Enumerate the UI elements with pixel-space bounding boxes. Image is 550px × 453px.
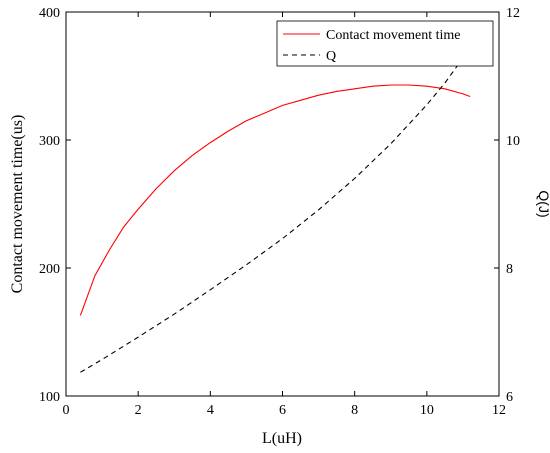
- series-layer: [79, 48, 471, 373]
- legend-label-contact-movement-time: Contact movement time: [326, 28, 461, 43]
- y-tick-label: 400: [39, 6, 60, 21]
- x-tick-label: 6: [279, 403, 286, 418]
- ticks: 0 2 4 6 8 10 12 100 200 300 400 6 8 10 12: [39, 6, 520, 418]
- x-tick-label: 0: [63, 403, 70, 418]
- legend: Contact movement time Q: [276, 20, 494, 67]
- y-right-tick-label: 10: [506, 134, 520, 149]
- y-right-axis-title: Q(J): [536, 190, 550, 217]
- x-tick-label: 4: [207, 403, 214, 418]
- x-tick-label: 10: [420, 403, 434, 418]
- x-tick-label: 8: [351, 403, 358, 418]
- y-tick-label: 100: [39, 390, 60, 405]
- legend-label-q: Q: [326, 49, 336, 64]
- x-axis-title: L(uH): [262, 430, 302, 447]
- y-right-tick-label: 8: [506, 262, 513, 277]
- y-tick-label: 300: [39, 134, 60, 149]
- plot-frame: [65, 11, 500, 397]
- legend-box: [276, 20, 494, 67]
- series-line-contact-movement-time: [79, 84, 471, 316]
- x-tick-label: 12: [492, 403, 506, 418]
- y-axis-title: Contact movement time(us): [9, 115, 26, 294]
- series-line-q: [80, 48, 471, 373]
- y-right-tick-label: 12: [506, 6, 520, 21]
- y-tick-label: 200: [39, 262, 60, 277]
- x-tick-label: 2: [135, 403, 142, 418]
- y-right-tick-label: 6: [506, 390, 513, 405]
